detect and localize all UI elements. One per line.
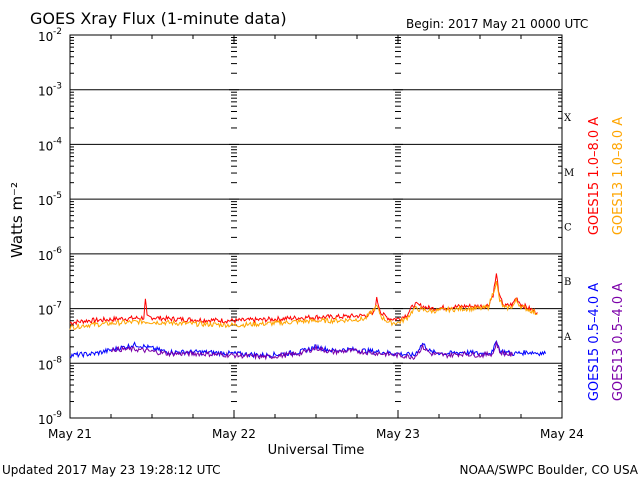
y-tick-label: 10 -8 xyxy=(38,355,62,372)
x-tick-label: May 22 xyxy=(212,427,256,441)
y-tick-exponent: -4 xyxy=(53,136,62,146)
flare-class-A: A xyxy=(563,332,572,343)
legend-entry-0: GOES15 1.0–8.0 A xyxy=(587,117,602,235)
y-tick-label: 10 -2 xyxy=(38,27,62,44)
series-line-3 xyxy=(110,341,514,361)
y-tick-label: 10 -5 xyxy=(38,191,62,208)
tick-layer xyxy=(69,35,563,419)
y-tick-label: 10 -6 xyxy=(38,246,62,263)
x-tick-label: May 23 xyxy=(376,427,420,441)
y-tick-base: 10 xyxy=(38,85,53,99)
flare-class-labels: A B C M X xyxy=(563,113,574,343)
y-tick-base: 10 xyxy=(38,139,53,153)
chart-title: GOES Xray Flux (1-minute data) xyxy=(30,9,287,28)
y-tick-exponent: -2 xyxy=(53,27,62,37)
y-tick-base: 10 xyxy=(38,249,53,263)
y-tick-base: 10 xyxy=(38,358,53,372)
y-tick-base: 10 xyxy=(38,30,53,44)
x-axis-label: Universal Time xyxy=(268,443,365,458)
legend-entry-3: GOES13 0.5–4.0 A xyxy=(611,283,626,401)
y-tick-label: 10 -7 xyxy=(38,301,62,318)
y-axis-label: Watts m⁻² xyxy=(8,182,26,258)
legend: GOES15 1.0–8.0 A GOES13 1.0–8.0 A GOES15 0… xyxy=(587,117,626,401)
flare-class-M: M xyxy=(564,168,574,179)
x-tick-labels: May 21 May 22 May 23 May 24 xyxy=(48,427,584,441)
legend-entry-2: GOES15 0.5–4.0 A xyxy=(587,283,602,401)
flare-class-B: B xyxy=(564,277,571,288)
flare-class-C: C xyxy=(564,223,572,234)
grid-layer xyxy=(70,89,562,364)
y-tick-base: 10 xyxy=(38,304,53,318)
y-tick-label: 10 -9 xyxy=(38,410,62,427)
begin-label: Begin: 2017 May 21 0000 UTC xyxy=(406,17,588,31)
y-tick-exponent: -7 xyxy=(53,301,62,311)
series-layer xyxy=(69,273,547,361)
series-line-0 xyxy=(69,273,538,326)
y-tick-exponent: -5 xyxy=(53,191,62,201)
legend-entry-1: GOES13 1.0–8.0 A xyxy=(611,117,626,235)
x-tick-label: May 24 xyxy=(540,427,584,441)
y-tick-base: 10 xyxy=(38,413,53,427)
y-tick-exponent: -3 xyxy=(53,82,62,92)
x-tick-label: May 21 xyxy=(48,427,92,441)
credit-label: NOAA/SWPC Boulder, CO USA xyxy=(460,463,639,477)
plot-frame xyxy=(69,34,563,419)
y-tick-base: 10 xyxy=(38,194,53,208)
y-tick-exponent: -6 xyxy=(53,246,62,256)
y-tick-labels: 10-910-810-710-610-510-410-310-2 xyxy=(38,27,62,427)
y-tick-exponent: -8 xyxy=(53,355,62,365)
y-tick-label: 10 -3 xyxy=(38,82,62,99)
flare-class-X: X xyxy=(564,113,572,124)
y-tick-exponent: -9 xyxy=(53,410,62,420)
updated-label: Updated 2017 May 23 19:28:12 UTC xyxy=(2,463,220,477)
y-tick-label: 10 -4 xyxy=(38,136,62,153)
series-line-1 xyxy=(69,281,538,331)
